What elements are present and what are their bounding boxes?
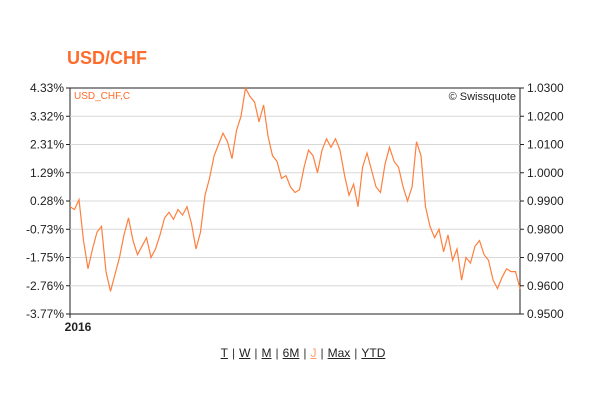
x-tick-label: 2016 bbox=[65, 320, 92, 334]
range-button-t[interactable]: T bbox=[220, 346, 228, 360]
right-tick-label: 1.0300 bbox=[527, 81, 564, 95]
range-button-w[interactable]: W bbox=[239, 346, 251, 360]
left-axis-percent-ticks: 4.33% 3.32% 2.31% 1.29% 0.28% -0.73% -1.75% -2.… bbox=[26, 81, 70, 321]
range-separator: | bbox=[231, 346, 236, 360]
left-tick-label: 0.28% bbox=[30, 194, 64, 208]
swissquote-watermark: © Swissquote bbox=[449, 91, 516, 103]
right-tick-label: 1.0000 bbox=[527, 166, 564, 180]
left-tick-label: -3.77% bbox=[26, 307, 64, 321]
right-tick-label: 0.9800 bbox=[527, 222, 564, 236]
horizontal-gridlines bbox=[70, 115, 520, 287]
range-button-6m[interactable]: 6M bbox=[282, 346, 300, 360]
right-tick-label: 0.9700 bbox=[527, 251, 564, 265]
range-button-max[interactable]: Max bbox=[327, 346, 351, 360]
range-separator: | bbox=[275, 346, 279, 360]
right-axis-price-ticks: 1.0300 1.0200 1.0100 1.0000 0.9900 0.9800 0.97… bbox=[520, 81, 564, 321]
left-tick-label: 2.31% bbox=[30, 138, 64, 152]
series-line-usd-chf bbox=[69, 86, 521, 292]
left-tick-label: -0.73% bbox=[26, 222, 64, 236]
right-tick-label: 1.0200 bbox=[527, 109, 564, 123]
left-tick-label: 1.29% bbox=[30, 166, 64, 180]
left-tick-label: -1.75% bbox=[26, 251, 64, 265]
range-button-ytd[interactable]: YTD bbox=[361, 346, 386, 360]
right-tick-label: 0.9500 bbox=[527, 307, 564, 321]
chart-title: USD/CHF bbox=[67, 48, 147, 68]
x-axis-date-ticks: 2016OctNov2017MarMayJunJul bbox=[65, 314, 92, 334]
left-tick-label: 3.32% bbox=[30, 109, 64, 123]
right-tick-label: 0.9600 bbox=[527, 279, 564, 293]
range-separator: | bbox=[303, 346, 307, 360]
series-label: USD_CHF,C bbox=[74, 91, 130, 102]
left-tick-label: -2.76% bbox=[26, 279, 64, 293]
range-separator: | bbox=[254, 346, 258, 360]
right-tick-label: 0.9900 bbox=[527, 194, 564, 208]
range-button-m[interactable]: M bbox=[261, 346, 272, 360]
left-tick-label: 4.33% bbox=[30, 81, 64, 95]
range-separator: | bbox=[354, 346, 358, 360]
range-separator: | bbox=[320, 346, 324, 360]
right-tick-label: 1.0100 bbox=[527, 138, 564, 152]
range-selector: T | W | M | 6M | J | Max | YTD bbox=[0, 346, 606, 360]
range-button-j[interactable]: J bbox=[310, 346, 317, 360]
